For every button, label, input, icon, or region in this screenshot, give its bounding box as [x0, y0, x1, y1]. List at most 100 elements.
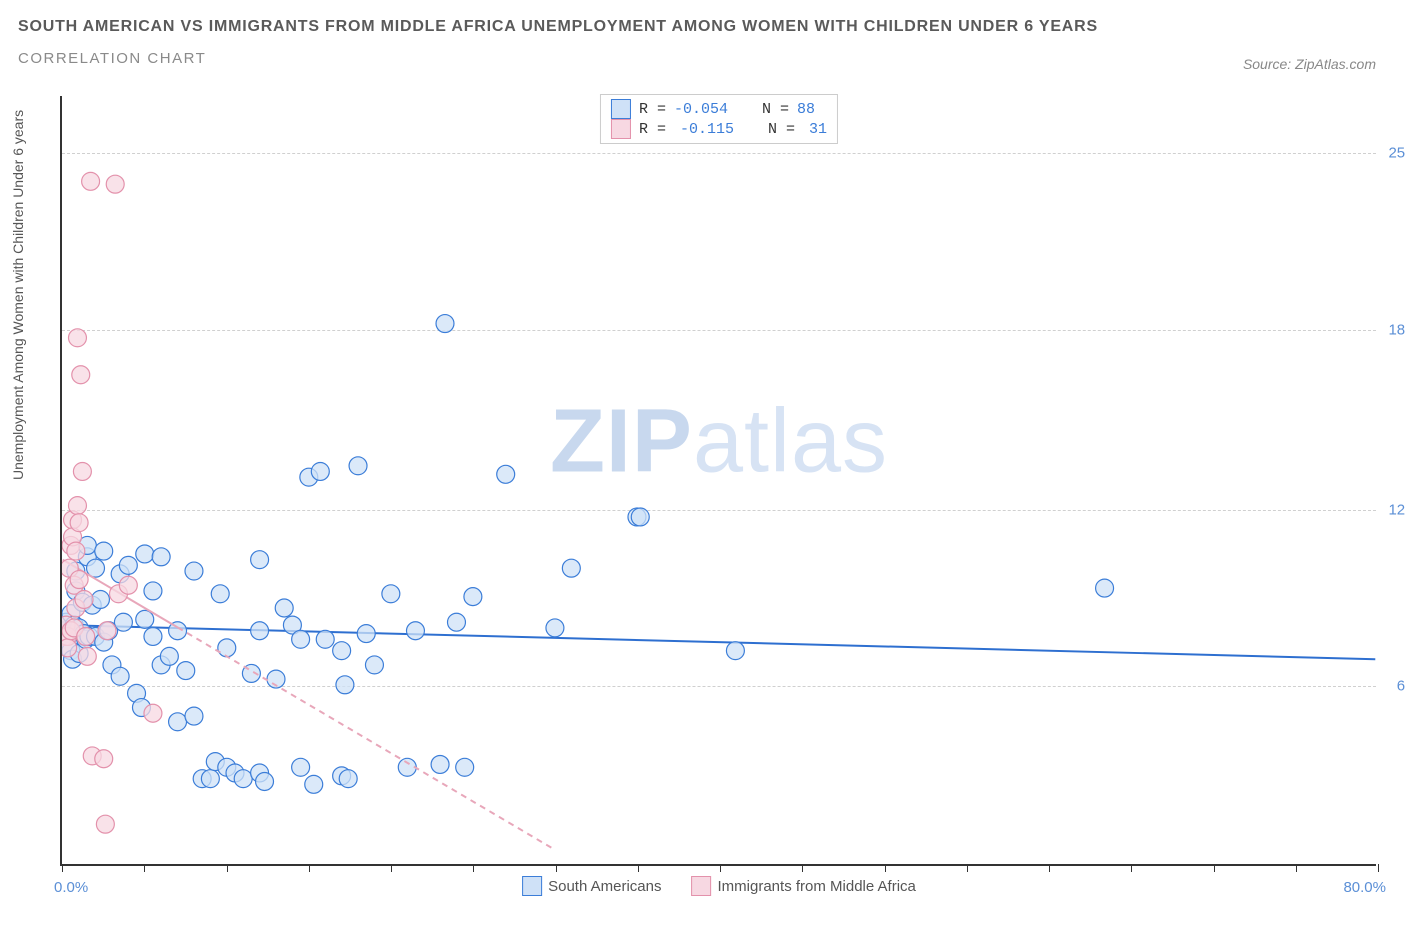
data-point: [448, 613, 466, 631]
data-point: [91, 590, 109, 608]
data-point: [456, 758, 474, 776]
legend-label-b: Immigrants from Middle Africa: [718, 878, 916, 895]
stat-r-label: R =: [639, 101, 666, 118]
stat-r-value-a: -0.054: [674, 101, 728, 118]
data-point: [96, 815, 114, 833]
x-tick: [309, 864, 310, 872]
x-tick: [473, 864, 474, 872]
correlation-stat-box: R = -0.054 N = 88 R = -0.115 N = 31: [600, 94, 838, 144]
data-point: [349, 457, 367, 475]
data-point: [726, 642, 744, 660]
data-point: [106, 175, 124, 193]
data-point: [70, 514, 88, 532]
legend-item-series-a: South Americans: [522, 876, 661, 896]
data-point: [436, 315, 454, 333]
data-point: [218, 639, 236, 657]
data-point: [311, 462, 329, 480]
x-tick: [1378, 864, 1379, 872]
x-tick: [802, 864, 803, 872]
data-point: [67, 542, 85, 560]
stat-n-value-b: 31: [803, 121, 827, 138]
data-point: [185, 707, 203, 725]
chart-title: SOUTH AMERICAN VS IMMIGRANTS FROM MIDDLE…: [18, 18, 1098, 36]
data-point: [144, 582, 162, 600]
stat-n-value-a: 88: [797, 101, 815, 118]
data-point: [406, 622, 424, 640]
data-point: [114, 613, 132, 631]
data-point: [464, 588, 482, 606]
data-point: [160, 647, 178, 665]
data-point: [98, 622, 116, 640]
x-tick: [391, 864, 392, 872]
data-point: [431, 755, 449, 773]
data-point: [62, 639, 77, 657]
data-point: [382, 585, 400, 603]
data-point: [201, 770, 219, 788]
data-point: [152, 548, 170, 566]
x-tick: [227, 864, 228, 872]
x-tick: [1214, 864, 1215, 872]
data-point: [75, 590, 93, 608]
x-tick: [1296, 864, 1297, 872]
stat-row-series-b: R = -0.115 N = 31: [611, 119, 827, 139]
x-tick: [638, 864, 639, 872]
source-label: Source: ZipAtlas.com: [1243, 56, 1376, 72]
y-axis-label: Unemployment Among Women with Children U…: [10, 110, 26, 480]
data-point: [365, 656, 383, 674]
data-point: [72, 366, 90, 384]
y-tick-label: 25.0%: [1388, 145, 1406, 162]
data-point: [305, 775, 323, 793]
plot-area: ZIPatlas 6.3%12.5%18.8%25.0% R = -0.054 …: [60, 96, 1376, 866]
chart-subtitle: CORRELATION CHART: [18, 50, 1098, 67]
data-point: [234, 770, 252, 788]
legend-label-a: South Americans: [548, 878, 661, 895]
data-point: [144, 704, 162, 722]
swatch-series-b: [611, 119, 631, 139]
scatter-svg: [62, 96, 1376, 864]
data-point: [562, 559, 580, 577]
data-point: [177, 662, 195, 680]
data-point: [169, 713, 187, 731]
data-point: [316, 630, 334, 648]
x-tick: [1131, 864, 1132, 872]
swatch-series-a: [611, 99, 631, 119]
y-tick-label: 18.8%: [1388, 321, 1406, 338]
x-tick: [720, 864, 721, 872]
x-tick: [144, 864, 145, 872]
data-point: [95, 750, 113, 768]
data-point: [119, 556, 137, 574]
data-point: [136, 545, 154, 563]
data-point: [70, 571, 88, 589]
data-point: [275, 599, 293, 617]
data-point: [333, 642, 351, 660]
stat-row-series-a: R = -0.054 N = 88: [611, 99, 827, 119]
y-tick-label: 12.5%: [1388, 501, 1406, 518]
data-point: [339, 770, 357, 788]
data-point: [357, 625, 375, 643]
data-point: [251, 551, 269, 569]
legend-item-series-b: Immigrants from Middle Africa: [692, 876, 916, 896]
swatch-series-a: [522, 876, 542, 896]
x-tick: [885, 864, 886, 872]
stat-n-label: N =: [762, 101, 789, 118]
data-point: [73, 462, 91, 480]
data-point: [77, 627, 95, 645]
data-point: [211, 585, 229, 603]
swatch-series-b: [692, 876, 712, 896]
data-point: [144, 627, 162, 645]
data-point: [95, 542, 113, 560]
data-point: [251, 622, 269, 640]
stat-n-label: N =: [768, 121, 795, 138]
data-point: [185, 562, 203, 580]
stat-r-label: R =: [639, 121, 666, 138]
data-point: [1096, 579, 1114, 597]
data-point: [78, 647, 96, 665]
legend: South Americans Immigrants from Middle A…: [522, 876, 916, 896]
x-tick: [967, 864, 968, 872]
data-point: [631, 508, 649, 526]
x-axis-min-label: 0.0%: [54, 879, 88, 896]
x-tick: [556, 864, 557, 872]
y-tick-label: 6.3%: [1397, 678, 1406, 695]
data-point: [119, 576, 137, 594]
data-point: [136, 610, 154, 628]
